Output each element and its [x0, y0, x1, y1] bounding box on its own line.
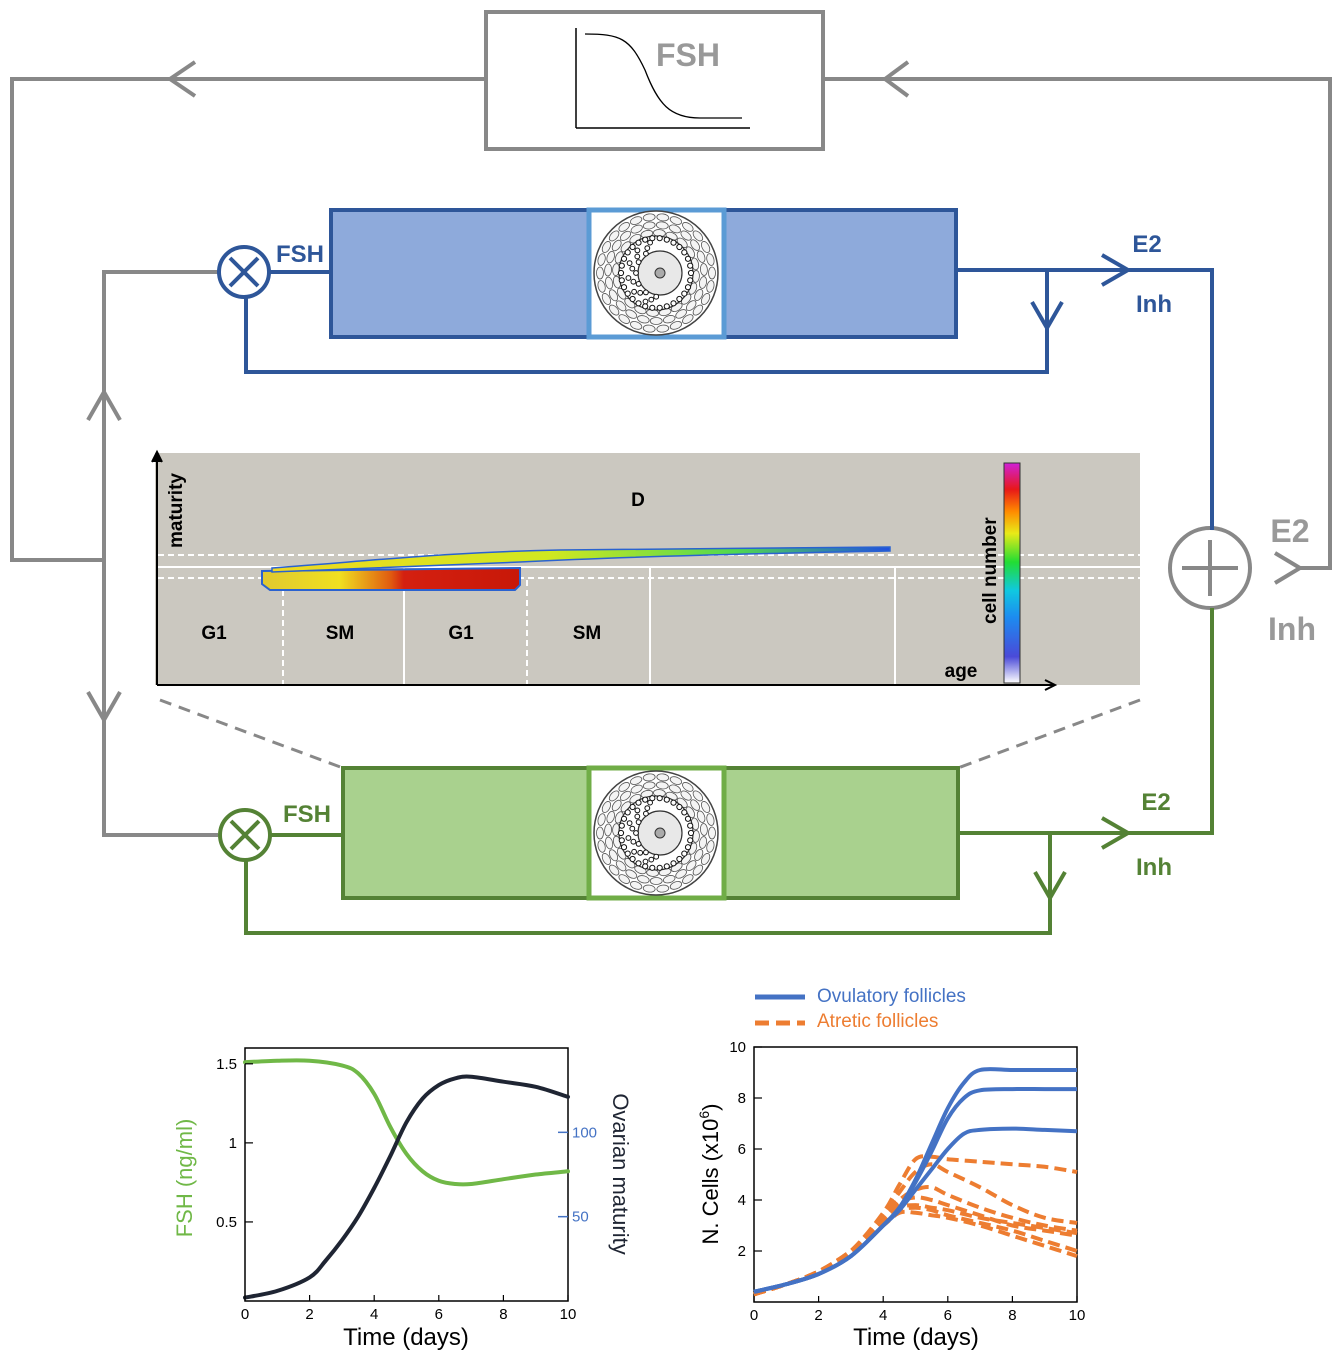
arrow-right-icon: [1101, 816, 1133, 850]
fsh-box-label: FSH: [656, 37, 720, 73]
fsh-output-line: [10, 77, 486, 562]
y-tick-label: 0.5: [216, 1214, 237, 1231]
sum-to-fsh-line: [823, 77, 1332, 570]
bottom-inh-label: Inh: [1136, 854, 1172, 881]
times-icon: [228, 256, 260, 288]
legend: Ovulatory follicles Atretic follicles: [755, 986, 966, 1032]
chart-frame: [244, 1047, 569, 1302]
y-tick-label: 1.5: [216, 1056, 237, 1073]
y-right-tick-label: 100: [572, 1124, 597, 1141]
y-tick-label: 8: [738, 1090, 746, 1107]
series-line: [243, 1058, 570, 1187]
ovulatory-series-line: [753, 1126, 1078, 1294]
y-right-tick-label: 50: [572, 1209, 589, 1226]
bottom-fsh-label: FSH: [283, 801, 331, 828]
x-tick-label: 2: [814, 1307, 822, 1324]
x-tick-label: 0: [241, 1306, 249, 1323]
y-tick-label: 6: [738, 1141, 746, 1158]
x-tick-label: 0: [750, 1307, 758, 1324]
age-axis-label: age: [945, 661, 978, 682]
arrow-left-icon: [881, 60, 910, 98]
bottom-e2-label: E2: [1141, 789, 1170, 816]
cell-number-chart: 0 2 4 6 8 10 2 4 6 8 10 Time (days) N. Cells (x106…: [696, 986, 1085, 1351]
arrow-right-icon: [1273, 551, 1304, 585]
phase-label: G1: [448, 623, 474, 644]
phase-label: SM: [326, 623, 355, 644]
top-inh-label: Inh: [1136, 291, 1172, 318]
fsh-sigmoid-icon: [575, 28, 750, 129]
x-tick-label: 8: [499, 1306, 507, 1323]
series-line: [243, 1074, 570, 1300]
y-tick-label: 10: [729, 1039, 746, 1056]
x-tick-label: 6: [435, 1306, 443, 1323]
top-e2-label: E2: [1132, 231, 1161, 258]
y-tick-label: 2: [738, 1243, 746, 1260]
maturity-axis-label: maturity: [166, 473, 187, 548]
arrow-left-icon: [166, 60, 197, 98]
atretic-series-line: [753, 1205, 1078, 1297]
x-tick-label: 2: [305, 1306, 313, 1323]
y-axis-right-label: Ovarian maturity: [608, 1093, 633, 1254]
y-tick-label: 4: [738, 1192, 746, 1209]
x-tick-label: 8: [1008, 1307, 1016, 1324]
sum-e2-label: E2: [1270, 513, 1309, 549]
cell-density-blob-proliferative: [261, 566, 521, 591]
top-feedback-line: [244, 270, 1049, 374]
arrow-down-icon: [1030, 301, 1064, 333]
zoom-connector-left: [159, 698, 344, 770]
phase-label: G1: [201, 623, 227, 644]
region-d-label: D: [631, 490, 645, 511]
cell-density-blob-differentiated: [271, 546, 891, 573]
y-tick-label: 1: [229, 1135, 237, 1152]
arrow-down-icon: [86, 691, 122, 725]
atretic-series-line: [753, 1203, 1078, 1297]
y-axis-label: FSH (ng/ml): [172, 1119, 197, 1238]
sum-inh-label: Inh: [1268, 611, 1316, 647]
arrow-right-icon: [1101, 253, 1133, 287]
top-e2-output-line: [956, 268, 1214, 530]
follicle-icon: [593, 770, 719, 896]
phase-label: SM: [573, 623, 602, 644]
atretic-series-line: [753, 1185, 1078, 1297]
x-tick-label: 4: [879, 1307, 887, 1324]
zoom-connector-right: [957, 698, 1141, 770]
y-axis-label: N. Cells (x106): [696, 1103, 723, 1244]
atretic-series-line: [753, 1209, 1078, 1297]
colorbar-label: cell number: [980, 517, 1001, 624]
bottom-e2-output-line: [960, 608, 1214, 835]
fsh-response-box: [484, 10, 825, 151]
fsh-to-bottom-line: [102, 560, 218, 837]
x-tick-label: 6: [944, 1307, 952, 1324]
x-tick-label: 10: [560, 1306, 577, 1323]
atretic-series-line: [753, 1195, 1078, 1297]
atretic-series-line: [753, 1162, 1078, 1297]
legend-label: Atretic follicles: [817, 1011, 938, 1032]
fsh-maturity-chart: 0 2 4 6 8 10 0.5 1 1.5 50 100 Time (days) FSH (ng/…: [172, 1047, 633, 1351]
times-icon: [229, 819, 261, 851]
x-tick-label: 4: [370, 1306, 378, 1323]
age-maturity-panel: maturity age D G1 SM G1 SM cell number: [151, 449, 1140, 691]
arrow-down-icon: [1033, 871, 1067, 903]
top-fsh-label: FSH: [276, 241, 324, 268]
bottom-feedback-line: [244, 833, 1052, 935]
grey-feedback-loop: [10, 10, 1332, 837]
legend-label: Ovulatory follicles: [817, 986, 966, 1007]
x-tick-label: 10: [1069, 1307, 1086, 1324]
top-follicle-module: FSH E2 Inh: [217, 207, 1214, 530]
follicle-icon: [593, 210, 719, 336]
x-axis-label: Time (days): [343, 1324, 469, 1351]
x-axis-label: Time (days): [853, 1324, 979, 1351]
bottom-follicle-module: FSH E2 Inh: [218, 608, 1214, 935]
arrow-up-icon: [86, 387, 122, 421]
atretic-series-line: [753, 1154, 1078, 1297]
chart-frame: [753, 1046, 1078, 1303]
cell-number-colorbar: [1003, 462, 1021, 684]
